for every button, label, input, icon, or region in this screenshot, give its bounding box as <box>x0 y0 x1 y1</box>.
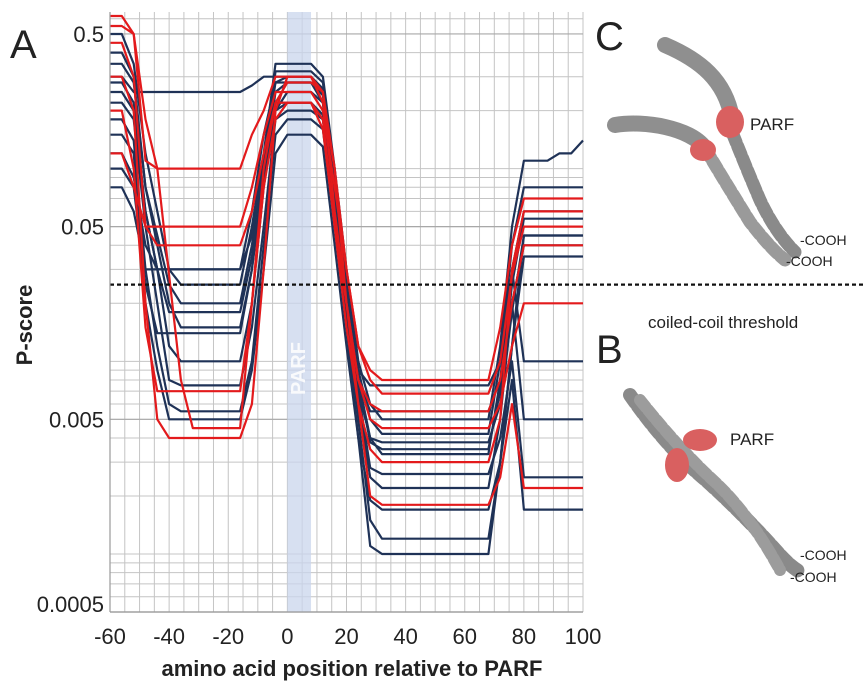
parf-label-c: PARF <box>750 115 794 134</box>
x-tick-label: -40 <box>153 624 185 649</box>
x-tick-label: 40 <box>393 624 417 649</box>
y-tick-label: 0.5 <box>73 22 104 47</box>
x-tick-label: -60 <box>94 624 126 649</box>
plot-frame <box>109 12 583 613</box>
y-tick-labels: 0.0005 0.005 0.05 0.5 <box>37 22 104 617</box>
cooh-label-c-1: -COOH <box>800 232 847 248</box>
series-lines <box>110 14 584 556</box>
series-line-red <box>110 41 583 506</box>
x-tick-label: -20 <box>212 624 244 649</box>
x-tick-label: 0 <box>281 624 293 649</box>
parf-band-label: PARF <box>288 342 310 395</box>
coiled-coil-illustration-c <box>607 37 802 267</box>
series-line-red <box>110 90 583 382</box>
series-line-navy <box>110 133 583 511</box>
parf-region-band <box>287 12 312 612</box>
parf-label-b: PARF <box>730 430 774 449</box>
x-axis-label: amino acid position relative to PARF <box>162 656 543 681</box>
panel-letter-b: B <box>596 328 623 372</box>
x-tick-label: 80 <box>512 624 536 649</box>
x-tick-label: 60 <box>453 624 477 649</box>
x-tick-label: 20 <box>334 624 358 649</box>
panel-letter-a: A <box>10 23 37 67</box>
y-tick-label: 0.05 <box>61 215 104 240</box>
cooh-label-b-1: -COOH <box>800 547 847 563</box>
y-tick-label: 0.005 <box>49 407 104 432</box>
coiled-coil-illustration-b <box>623 388 807 579</box>
x-tick-labels: -60 -40 -20 0 20 40 60 80 100 <box>94 624 601 649</box>
cooh-label-c-2: -COOH <box>786 253 833 269</box>
panel-letter-c: C <box>595 15 624 59</box>
x-tick-label: 100 <box>565 624 602 649</box>
series-line-red <box>110 101 583 413</box>
y-tick-label: 0.0005 <box>37 592 104 617</box>
cooh-label-b-2: -COOH <box>790 569 837 585</box>
threshold-label: coiled-coil threshold <box>648 313 798 332</box>
y-axis-label: P-score <box>12 285 37 366</box>
